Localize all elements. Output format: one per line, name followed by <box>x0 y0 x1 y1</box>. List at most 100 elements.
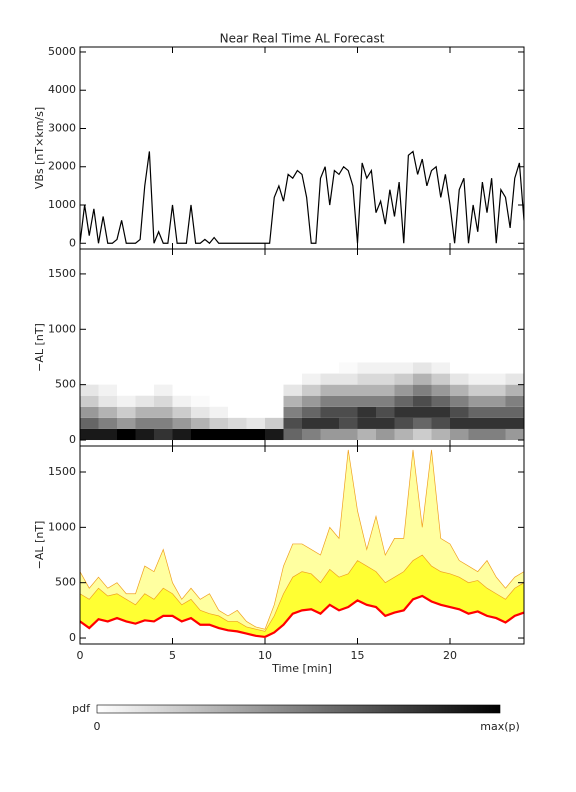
pdf-cell <box>320 373 339 385</box>
pdf-cell <box>265 417 284 429</box>
x-tick-label: 15 <box>351 649 365 662</box>
pdf-cell <box>302 417 321 429</box>
pdf-cell <box>283 428 302 441</box>
pdf-cell <box>320 406 339 418</box>
y-tick-label: 1000 <box>48 520 76 533</box>
pdf-cell <box>246 417 265 429</box>
pdf-cell <box>413 362 432 374</box>
pdf-cell <box>172 428 191 441</box>
pdf-cell <box>376 362 395 374</box>
pdf-cell <box>505 428 524 441</box>
y-axis-label: −AL [nT] <box>33 323 46 372</box>
data-line <box>80 150 524 245</box>
pdf-cell <box>320 395 339 407</box>
pdf-cell <box>265 428 284 441</box>
pdf-cell <box>394 384 413 396</box>
pdf-cell <box>339 406 358 418</box>
y-tick-label: 0 <box>69 631 76 644</box>
pdf-cell <box>80 384 99 396</box>
pdf-cell <box>376 406 395 418</box>
pdf-cell <box>394 362 413 374</box>
pdf-cell <box>357 384 376 396</box>
pdf-cell <box>320 417 339 429</box>
pdf-cell <box>450 384 469 396</box>
pdf-cell <box>394 417 413 429</box>
pdf-cell <box>172 417 191 429</box>
x-tick-label: 20 <box>443 649 457 662</box>
pdf-cell <box>413 395 432 407</box>
pdf-cell <box>431 406 450 418</box>
pdf-cell <box>80 406 99 418</box>
pdf-cell <box>468 384 487 396</box>
pdf-cell <box>431 428 450 441</box>
pdf-cell <box>394 373 413 385</box>
pdf-cell <box>357 406 376 418</box>
pdf-cell <box>339 417 358 429</box>
pdf-cell <box>413 373 432 385</box>
pdf-cell <box>339 428 358 441</box>
pdf-cell <box>283 406 302 418</box>
pdf-cell <box>487 406 506 418</box>
pdf-cell <box>505 417 524 429</box>
y-tick-label: 0 <box>69 236 76 249</box>
x-tick-label: 0 <box>77 649 84 662</box>
pdf-cell <box>302 373 321 385</box>
pdf-cell <box>117 417 136 429</box>
chart-title: Near Real Time AL Forecast <box>220 32 385 46</box>
pdf-cell <box>191 406 210 418</box>
pdf-cell <box>98 384 117 396</box>
pdf-cell <box>98 417 117 429</box>
pdf-cell <box>505 395 524 407</box>
pdf-cell <box>376 373 395 385</box>
pdf-cell <box>320 428 339 441</box>
y-tick-label: 1500 <box>48 465 76 478</box>
pdf-cell <box>98 395 117 407</box>
x-tick-label: 10 <box>258 649 272 662</box>
pdf-cell <box>505 384 524 396</box>
pdf-cell <box>80 428 99 441</box>
pdf-cell <box>154 406 173 418</box>
pdf-cell <box>468 373 487 385</box>
pdf-cell <box>135 406 154 418</box>
pdf-cell <box>283 417 302 429</box>
pdf-cell <box>357 417 376 429</box>
pdf-cell <box>117 395 136 407</box>
pdf-cell <box>413 406 432 418</box>
pdf-cell <box>117 428 136 441</box>
pdf-cell <box>431 395 450 407</box>
x-axis-label: Time [min] <box>271 662 332 675</box>
y-tick-label: 1000 <box>48 322 76 335</box>
pdf-cell <box>172 406 191 418</box>
plot-area <box>80 362 524 441</box>
colorbar-max: max(p) <box>480 720 520 733</box>
y-tick-label: 5000 <box>48 45 76 58</box>
y-tick-label: 1500 <box>48 267 76 280</box>
x-tick-label: 5 <box>169 649 176 662</box>
panel-frame <box>79 445 525 645</box>
pdf-cell <box>191 417 210 429</box>
pdf-cell <box>394 395 413 407</box>
pdf-cell <box>376 395 395 407</box>
pdf-cell <box>80 417 99 429</box>
pdf-cell <box>431 373 450 385</box>
colorbar-min: 0 <box>94 720 101 733</box>
pdf-cell <box>80 395 99 407</box>
pdf-cell <box>191 395 210 407</box>
pdf-cell <box>154 428 173 441</box>
pdf-cell <box>357 428 376 441</box>
pdf-cell <box>154 417 173 429</box>
pdf-cell <box>376 384 395 396</box>
pdf-cell <box>339 395 358 407</box>
pdf-cell <box>339 384 358 396</box>
plot-area <box>80 150 524 245</box>
pdf-cell <box>357 395 376 407</box>
pdf-cell <box>505 373 524 385</box>
colorbar <box>96 704 501 714</box>
median-line <box>80 594 524 639</box>
pdf-cell <box>394 406 413 418</box>
pdf-cell <box>209 406 228 418</box>
pdf-cell <box>135 395 154 407</box>
pdf-cell <box>283 384 302 396</box>
pdf-cell <box>154 395 173 407</box>
